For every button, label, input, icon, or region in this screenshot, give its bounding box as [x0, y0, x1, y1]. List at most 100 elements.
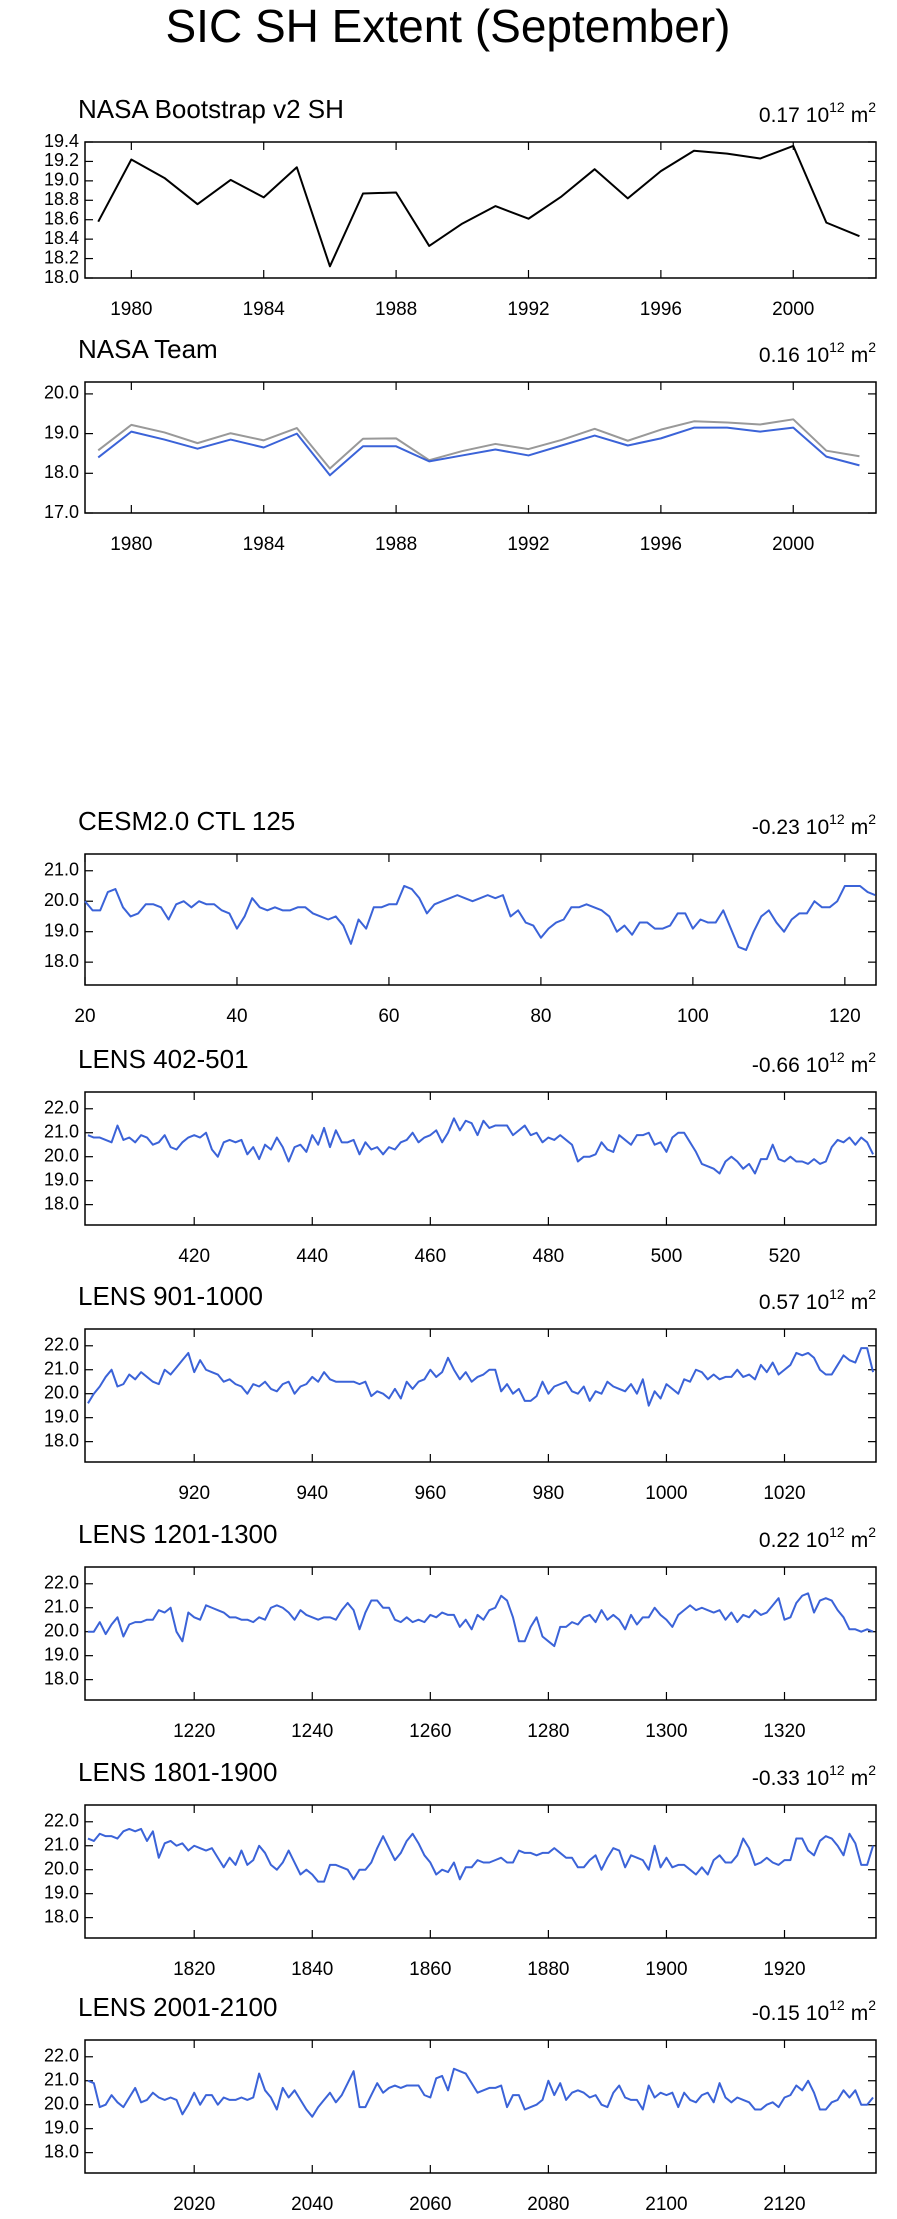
unit-exponent: 12 — [829, 1524, 845, 1540]
data-line — [87, 1827, 875, 1883]
trend-value: -0.66 — [752, 1054, 800, 1077]
plot-frame — [84, 853, 877, 986]
y-tick-label: 20.0 — [44, 1858, 79, 1878]
y-tick-label: 21.0 — [44, 2069, 79, 2089]
x-tick-label: 1920 — [763, 1959, 805, 1980]
unit-base: 10 — [806, 2002, 829, 2025]
plot-frame — [84, 381, 877, 514]
x-tick-label: 1996 — [640, 534, 682, 555]
plot-frame — [84, 1804, 877, 1939]
unit-exponent: 12 — [829, 1997, 845, 2013]
trend-value: 0.22 — [759, 1529, 800, 1552]
unit-exponent: 12 — [829, 811, 845, 827]
y-tick-label: 19.4 — [44, 131, 79, 151]
unit-base: 10 — [806, 1054, 829, 1077]
x-tick-label: 960 — [414, 1483, 446, 1504]
y-tick-label: 19.0 — [44, 1406, 79, 1426]
y-tick-label: 19.0 — [44, 170, 79, 190]
plot-frame — [84, 1091, 877, 1226]
x-tick-label: 100 — [677, 1006, 709, 1027]
plot-frame — [84, 1328, 877, 1463]
x-tick-label: 500 — [651, 1246, 683, 1267]
x-tick-label: 40 — [226, 1006, 247, 1027]
unit-base: 10 — [806, 1291, 829, 1314]
unit-exponent: 12 — [829, 1286, 845, 1302]
y-tick-label: 19.0 — [44, 422, 79, 442]
plot-frame — [84, 2039, 877, 2174]
y-tick-label: 21.0 — [44, 1596, 79, 1616]
unit-exponent: 12 — [829, 1049, 845, 1065]
unit: m — [851, 1291, 869, 1314]
x-tick-label: 520 — [769, 1246, 801, 1267]
y-tick-label: 19.0 — [44, 920, 79, 940]
trend-value: -0.33 — [752, 1767, 800, 1790]
data-line — [87, 1347, 875, 1407]
x-tick-label: 1020 — [763, 1483, 805, 1504]
x-tick-label: 1000 — [645, 1483, 687, 1504]
panel-title: LENS 402-501 — [78, 1044, 249, 1074]
y-tick-label: 19.0 — [44, 1644, 79, 1664]
panel-title: LENS 901-1000 — [78, 1281, 263, 1311]
y-tick-label: 19.0 — [44, 1882, 79, 1902]
trend-value: 0.16 — [759, 344, 800, 367]
x-tick-label: 1988 — [375, 299, 417, 320]
unit-exponent: 12 — [829, 99, 845, 115]
panel-annotation: 0.57 1012 m2 — [759, 1286, 876, 1314]
y-tick-label: 22.0 — [44, 2046, 79, 2066]
unit: m — [851, 1054, 869, 1077]
panel-title: NASA Team — [78, 334, 218, 364]
unit: m — [851, 104, 869, 127]
y-tick-label: 18.0 — [44, 951, 79, 971]
x-tick-label: 1996 — [640, 299, 682, 320]
x-tick-label: 2080 — [527, 2194, 569, 2215]
y-tick-label: 19.0 — [44, 2117, 79, 2137]
unit-base: 10 — [806, 344, 829, 367]
x-tick-label: 440 — [296, 1246, 328, 1267]
unit-base: 10 — [806, 816, 829, 839]
unit-exponent: 2 — [868, 1286, 876, 1302]
x-tick-label: 80 — [530, 1006, 551, 1027]
x-tick-label: 1320 — [763, 1721, 805, 1742]
unit-exponent: 12 — [829, 1762, 845, 1778]
x-tick-label: 20 — [74, 1006, 95, 1027]
y-tick-label: 20.0 — [44, 383, 79, 403]
x-tick-label: 940 — [296, 1483, 328, 1504]
x-tick-label: 2020 — [173, 2194, 215, 2215]
x-tick-label: 1984 — [243, 534, 286, 555]
unit-exponent: 2 — [868, 811, 876, 827]
x-tick-label: 2000 — [772, 299, 814, 320]
x-tick-label: 1840 — [291, 1959, 333, 1980]
y-tick-label: 21.0 — [44, 860, 79, 880]
y-tick-label: 18.0 — [44, 1193, 79, 1213]
panel-annotation: 0.16 1012 m2 — [759, 339, 876, 367]
unit-exponent: 2 — [868, 1762, 876, 1778]
x-tick-label: 1900 — [645, 1959, 687, 1980]
x-tick-label: 1992 — [507, 534, 549, 555]
x-tick-label: 2060 — [409, 2194, 451, 2215]
x-tick-label: 60 — [378, 1006, 399, 1027]
y-tick-label: 20.0 — [44, 1620, 79, 1640]
x-tick-label: 1300 — [645, 1721, 687, 1742]
data-line — [87, 2067, 874, 2118]
x-tick-label: 2120 — [763, 2194, 805, 2215]
y-tick-label: 22.0 — [44, 1811, 79, 1831]
data-line — [87, 1592, 874, 1648]
panel-annotation: -0.33 1012 m2 — [752, 1762, 876, 1790]
data-line — [97, 144, 860, 268]
x-tick-label: 2040 — [291, 2194, 333, 2215]
x-tick-label: 1280 — [527, 1721, 569, 1742]
y-tick-label: 18.8 — [44, 189, 79, 209]
data-line — [87, 1117, 874, 1175]
trend-value: -0.15 — [752, 2002, 800, 2025]
unit-exponent: 2 — [868, 339, 876, 355]
y-tick-label: 18.2 — [44, 247, 79, 267]
data-line — [97, 426, 860, 477]
x-tick-label: 1220 — [173, 1721, 215, 1742]
x-tick-label: 2000 — [772, 534, 814, 555]
x-tick-label: 1992 — [507, 299, 549, 320]
x-tick-label: 460 — [414, 1246, 446, 1267]
unit-exponent: 2 — [868, 1524, 876, 1540]
unit: m — [851, 344, 869, 367]
x-tick-label: 120 — [829, 1006, 861, 1027]
